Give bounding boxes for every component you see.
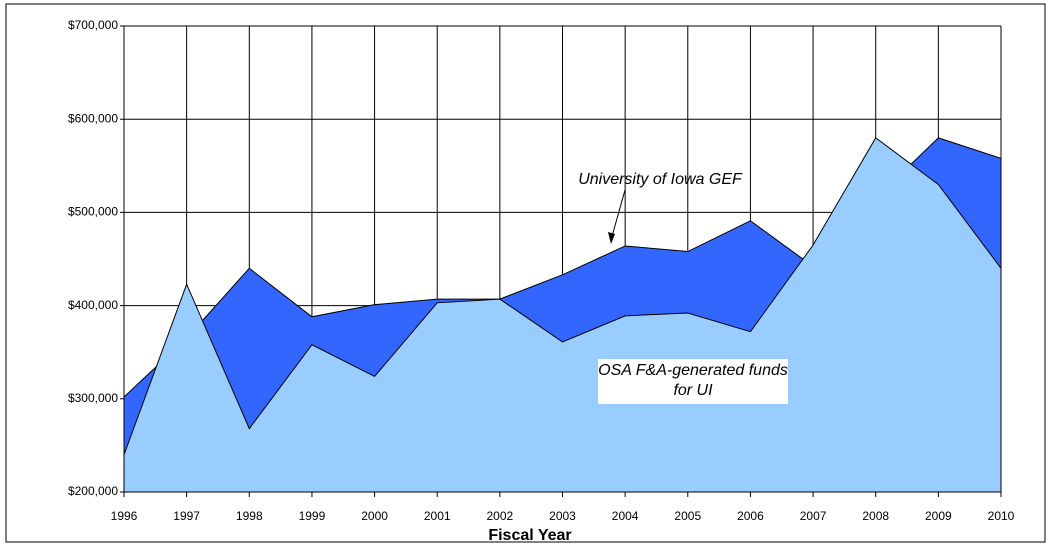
x-tick-label: 1999: [299, 509, 326, 523]
x-tick-label: 2004: [612, 509, 639, 523]
y-tick-label: $500,000: [68, 205, 118, 219]
x-tick-label: 1997: [173, 509, 200, 523]
y-tick-label: $600,000: [68, 111, 118, 125]
x-tick-label: 2000: [361, 509, 388, 523]
x-tick-label: 2002: [487, 509, 514, 523]
annotation-gef: University of Iowa GEF: [578, 171, 742, 188]
x-tick-label: 2005: [674, 509, 701, 523]
x-tick-label: 2001: [424, 509, 451, 523]
x-tick-label: 2010: [988, 509, 1015, 523]
x-tick-label: 2009: [925, 509, 952, 523]
axes: $200,000 $300,000 $400,000 $500,000 $600,000…: [68, 18, 1015, 523]
x-axis-label: Fiscal Year: [488, 527, 571, 544]
y-tick-label: $300,000: [68, 391, 118, 405]
x-tick-label: 2006: [737, 509, 764, 523]
x-tick-label: 1996: [111, 509, 138, 523]
x-tick-label: 2008: [862, 509, 889, 523]
x-tick-label: 2003: [549, 509, 576, 523]
y-tick-label: $200,000: [68, 484, 118, 498]
y-tick-label: $400,000: [68, 298, 118, 312]
x-tick-label: 1998: [236, 509, 263, 523]
x-tick-label: 2007: [800, 509, 827, 523]
y-tick-label: $700,000: [68, 18, 118, 32]
chart-frame: [5, 3, 1046, 543]
arrow-head: [608, 232, 615, 244]
annotation-osa: OSA F&A-generated funds for UI: [598, 359, 788, 404]
annotation-arrow: [610, 189, 626, 241]
